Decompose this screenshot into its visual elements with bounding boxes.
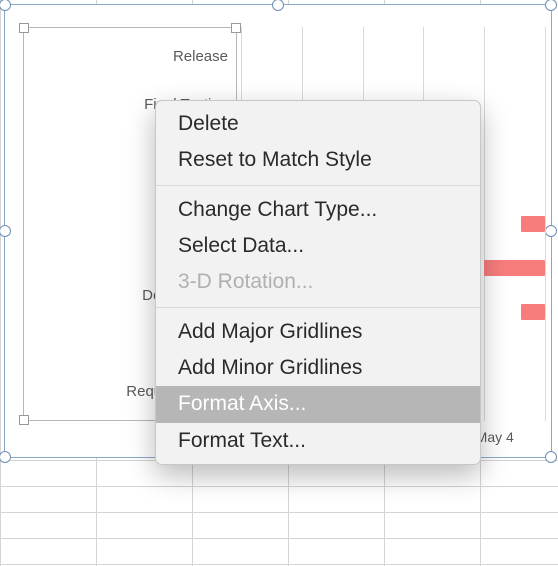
axis-handle[interactable]: [231, 23, 241, 33]
axis-handle[interactable]: [19, 415, 29, 425]
chart-gridline: [484, 27, 485, 421]
menu-item-select-data[interactable]: Select Data...: [156, 228, 480, 264]
menu-item-reset-to-match-style[interactable]: Reset to Match Style: [156, 142, 480, 178]
menu-item-3-d-rotation: 3-D Rotation...: [156, 264, 480, 300]
resize-handle-mid-left[interactable]: [0, 225, 11, 237]
chart-bar[interactable]: [521, 216, 545, 232]
resize-handle-mid-right[interactable]: [545, 225, 557, 237]
menu-item-add-major-gridlines[interactable]: Add Major Gridlines: [156, 314, 480, 350]
menu-item-delete[interactable]: Delete: [156, 106, 480, 142]
chart-gridline: [545, 27, 546, 421]
chart-bar[interactable]: [484, 260, 545, 276]
axis-label: Release: [18, 48, 230, 65]
chart-bar[interactable]: [521, 304, 545, 320]
resize-handle-top-left[interactable]: [0, 0, 11, 11]
menu-item-add-minor-gridlines[interactable]: Add Minor Gridlines: [156, 350, 480, 386]
menu-separator: [156, 185, 480, 186]
context-menu: DeleteReset to Match Style Change Chart T…: [155, 100, 481, 465]
menu-item-change-chart-type[interactable]: Change Chart Type...: [156, 192, 480, 228]
menu-separator: [156, 307, 480, 308]
resize-handle-top-mid[interactable]: [272, 0, 284, 11]
menu-item-format-text[interactable]: Format Text...: [156, 423, 480, 459]
menu-item-format-axis[interactable]: Format Axis...: [156, 386, 480, 422]
resize-handle-bot-right[interactable]: [545, 451, 557, 463]
